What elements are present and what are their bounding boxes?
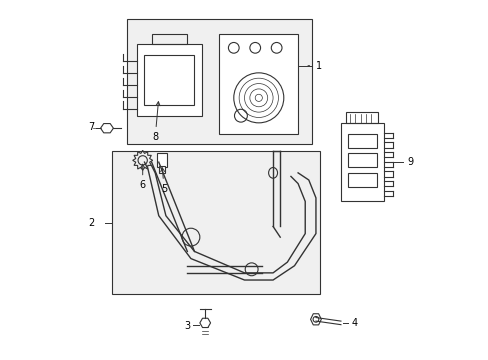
Text: 1: 1: [315, 61, 322, 71]
Text: 5: 5: [161, 168, 167, 194]
Bar: [126, 19, 312, 144]
Bar: [346, 112, 378, 123]
Bar: [137, 44, 201, 116]
Text: 8: 8: [152, 102, 160, 142]
Text: 9: 9: [406, 157, 412, 167]
Bar: [157, 153, 166, 167]
Text: 6: 6: [140, 164, 145, 190]
Bar: [340, 123, 383, 202]
Text: 4: 4: [351, 318, 357, 328]
Bar: [144, 55, 194, 105]
Bar: [151, 33, 187, 44]
Bar: [347, 173, 376, 187]
Text: 7: 7: [87, 122, 94, 132]
Bar: [347, 134, 376, 148]
Bar: [219, 33, 298, 134]
Bar: [347, 153, 376, 167]
Text: 3: 3: [184, 321, 190, 332]
Text: 2: 2: [87, 218, 94, 228]
Bar: [159, 166, 165, 173]
Bar: [112, 152, 319, 294]
